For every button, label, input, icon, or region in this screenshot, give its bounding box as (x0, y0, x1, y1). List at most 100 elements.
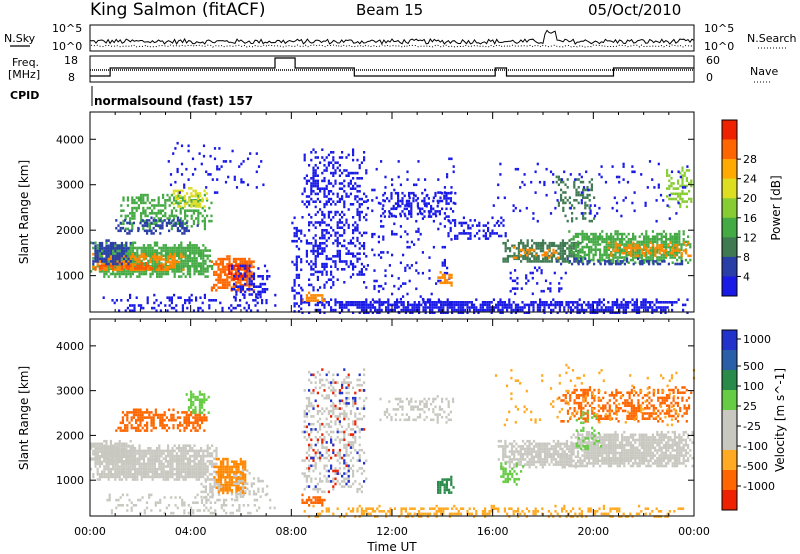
power-cell (173, 206, 176, 210)
power-cell (189, 241, 192, 245)
velocity-cell (101, 447, 104, 450)
power-cell (436, 199, 439, 203)
power-cell (410, 240, 413, 244)
power-cell (539, 306, 542, 309)
power-cell (582, 193, 585, 197)
power-cell (146, 296, 149, 299)
power-cell (506, 306, 509, 309)
power-cell (162, 258, 165, 261)
power-cell (421, 199, 424, 203)
power-cell (618, 238, 621, 241)
velocity-cell (182, 449, 185, 453)
velocity-cell (167, 465, 170, 468)
power-cell (170, 219, 173, 223)
velocity-cell (149, 449, 152, 453)
power-cell (153, 258, 156, 261)
power-cell (343, 244, 346, 248)
power-cell (217, 286, 220, 289)
power-cell (526, 257, 529, 261)
power-cell (632, 238, 635, 241)
power-cell (175, 270, 178, 273)
power-cell (202, 244, 205, 247)
power-cell (665, 254, 668, 258)
power-cell (393, 232, 396, 236)
power-cell (562, 199, 565, 202)
power-cell (467, 237, 470, 240)
power-cell (583, 235, 586, 238)
velocity-cell (193, 475, 196, 479)
power-cell (533, 260, 536, 263)
velocity-cell (162, 465, 165, 468)
power-cell (515, 247, 518, 250)
power-cell (660, 308, 663, 312)
power-cell (295, 263, 298, 266)
power-cell (442, 303, 445, 307)
power-cell (239, 264, 242, 268)
power-cell (308, 221, 311, 224)
power-cell (206, 267, 209, 271)
power-cell (578, 303, 581, 307)
power-cell (175, 214, 178, 218)
power-cell (509, 249, 512, 253)
power-cell (341, 171, 344, 175)
power-cell (354, 187, 357, 190)
power-cell (672, 197, 675, 201)
power-cell (166, 296, 169, 299)
power-cell (310, 299, 313, 302)
power-cell (235, 268, 238, 271)
power-cell (391, 274, 394, 278)
power-cell (308, 262, 311, 266)
power-cell (131, 304, 134, 307)
power-cell (561, 241, 564, 245)
power-cell (537, 254, 540, 258)
power-cell (158, 259, 161, 263)
power-cell (433, 306, 436, 309)
velocity-cell (120, 462, 123, 466)
velocity-cell (98, 475, 101, 479)
power-cell (180, 144, 184, 148)
velocity-cell (116, 465, 119, 468)
power-cell (530, 180, 533, 184)
power-cell (559, 254, 562, 258)
power-cell (561, 303, 564, 307)
power-cell (325, 187, 328, 190)
power-cell (594, 251, 597, 254)
power-cell (447, 232, 450, 235)
power-cell (592, 238, 595, 241)
power-cell (150, 216, 153, 220)
power-cell (193, 272, 196, 276)
power-cell (676, 262, 679, 266)
power-cell (156, 275, 159, 278)
power-cell (584, 206, 587, 210)
power-cell (638, 306, 641, 309)
power-cell (539, 247, 542, 250)
power-cell (186, 214, 189, 218)
velocity-cell (134, 454, 137, 458)
power-cell (581, 245, 584, 249)
power-cell (347, 171, 350, 175)
power-cell (142, 209, 145, 212)
power-cell (509, 247, 512, 250)
power-cell (589, 204, 592, 207)
power-cell (153, 241, 156, 245)
power-cell (625, 253, 628, 257)
power-cell (189, 259, 192, 263)
power-cell (391, 253, 394, 257)
power-cell (573, 199, 576, 202)
power-cell (490, 308, 493, 312)
power-cell (257, 165, 261, 168)
power-cell (679, 171, 682, 175)
power-cell (354, 171, 357, 175)
power-cell (332, 308, 335, 312)
power-cell (179, 224, 182, 227)
power-cell (388, 212, 391, 215)
power-cell (203, 209, 206, 212)
power-cell (146, 221, 149, 225)
power-cell (467, 232, 470, 235)
velocity-cell (90, 467, 93, 471)
power-cell (142, 212, 145, 215)
velocity-cell (123, 467, 126, 471)
power-cell (403, 194, 406, 198)
power-cell (678, 240, 681, 244)
power-cell (200, 267, 203, 271)
